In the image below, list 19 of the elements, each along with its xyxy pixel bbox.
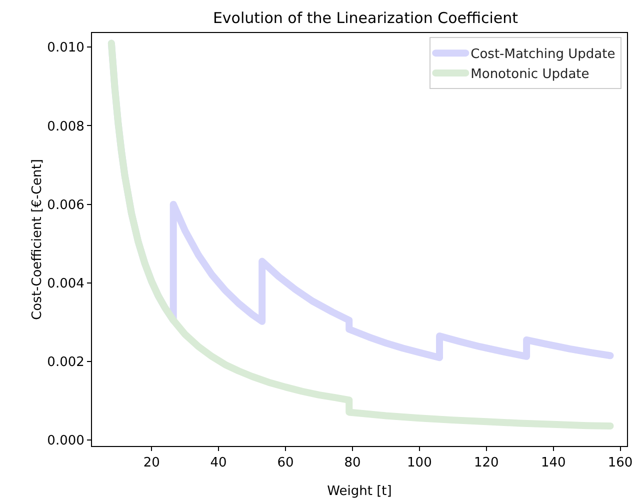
x-tick-label: 140 bbox=[540, 456, 566, 471]
x-tick-label: 40 bbox=[210, 456, 227, 471]
x-tick-label: 100 bbox=[407, 456, 432, 471]
y-axis-title: Cost-Coefficient [€-Cent] bbox=[30, 159, 46, 320]
y-tick-label: 0.008 bbox=[47, 119, 84, 134]
x-tick-label: 60 bbox=[277, 456, 294, 471]
y-tick-label: 0.006 bbox=[47, 198, 84, 213]
x-axis-title: Weight [t] bbox=[327, 484, 392, 499]
x-tick-label: 20 bbox=[143, 456, 160, 471]
y-tick-label: 0.002 bbox=[47, 355, 84, 370]
x-tick-label: 160 bbox=[608, 456, 633, 471]
y-tick-label: 0.010 bbox=[47, 40, 84, 56]
legend-label: Monotonic Update bbox=[470, 67, 590, 82]
legend-label: Cost-Matching Update bbox=[470, 47, 616, 62]
y-tick-label: 0.004 bbox=[47, 276, 84, 292]
chart-title: Evolution of the Linearization Coefficient bbox=[212, 9, 518, 27]
x-tick-label: 120 bbox=[474, 456, 499, 471]
y-tick-label: 0.000 bbox=[47, 434, 84, 449]
x-tick-label: 80 bbox=[344, 456, 361, 471]
